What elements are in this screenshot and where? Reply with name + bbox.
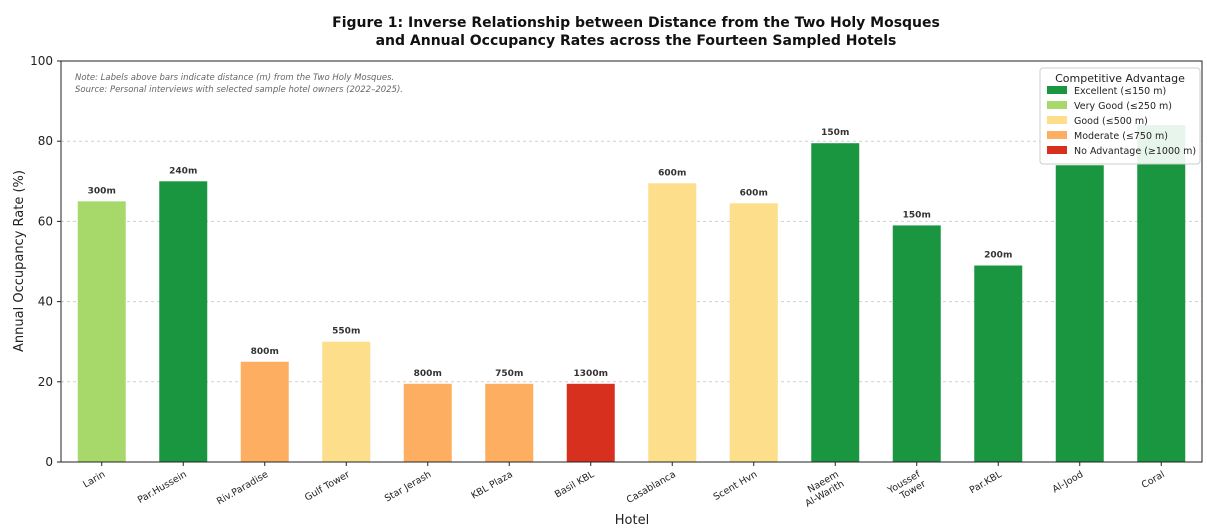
bar-data-label: 1300m [574,369,608,379]
bars [77,125,1186,463]
bar [485,383,534,462]
y-tick-label: 40 [38,295,53,309]
bar [811,143,860,462]
x-tick-label-line: Al-Jood [1051,469,1086,495]
chart-title-line-2: and Annual Occupancy Rates across the Fo… [376,33,897,49]
legend-entry-label: Excellent (≤150 m) [1074,86,1166,97]
y-tick-label: 100 [30,54,53,68]
y-axis-label: Annual Occupancy Rate (%) [12,170,27,352]
bar-data-label: 550m [332,327,360,337]
gridlines [61,140,1202,383]
bar [240,361,289,462]
x-tick-label-line: Par.Hussein [136,469,189,506]
x-tick-label: Scent Hvn [712,469,760,503]
bar [892,225,941,462]
data-labels: 300m 240m 800m 550m 800m 750m 1300m 600m 600m 150… [88,128,1013,379]
x-tick-label-line: Star Jerash [383,469,433,504]
x-tick-label: Gulf Tower [303,469,352,504]
x-tick-label: YoussefTower [885,469,928,507]
bar-data-label: 800m [251,347,279,357]
note-line-2: Source: Personal interviews with selecte… [75,85,403,95]
bar [729,203,778,463]
bar [648,183,697,462]
legend-swatch [1047,101,1067,109]
x-tick-label: Par.KBL [968,469,1005,496]
x-tick-label-line: Scent Hvn [712,469,760,503]
x-tick-label-line: Basil KBL [553,469,597,501]
x-tick-label: NaeemAl-Warith [798,469,846,510]
bar [322,341,371,462]
x-tick-label-line: Gulf Tower [303,469,352,504]
legend-entry-label: Moderate (≤750 m) [1074,131,1168,142]
x-tick-label-line: Coral [1140,469,1167,491]
bar-data-label: 800m [414,369,442,379]
y-tick-label: 20 [38,375,53,389]
bar [403,383,452,462]
bar [1137,125,1186,462]
x-axis-label: Hotel [615,513,649,528]
bar [159,181,208,463]
x-tick-label: Basil KBL [553,469,597,501]
x-tick-label: Al-Jood [1051,469,1086,495]
y-tick-label: 80 [38,134,53,148]
chart-title-line-1: Figure 1: Inverse Relationship between D… [332,15,940,31]
y-axis-ticks: 0 20 40 60 80 100 [30,54,61,469]
y-tick-label: 60 [38,214,53,228]
x-tick-label: KBL Plaza [469,469,514,502]
bar [1055,165,1104,462]
bar [974,265,1023,462]
y-tick-label: 0 [45,455,53,469]
bar-data-label: 300m [88,186,116,196]
legend-swatch [1047,146,1067,154]
legend-swatch [1047,116,1067,124]
x-tick-label-line: KBL Plaza [469,469,514,502]
legend-entry-label: Good (≤500 m) [1074,116,1148,127]
legend-box [1039,67,1201,165]
legend-swatch [1047,131,1067,139]
x-tick-label-line: Casablanca [625,469,678,506]
x-tick-label: Coral [1140,469,1167,491]
bar-data-label: 240m [169,166,197,176]
x-tick-label: Larin [81,469,107,490]
note-line-1: Note: Labels above bars indicate distanc… [75,73,394,83]
bar-data-label: 150m [903,210,931,220]
x-tick-label: Star Jerash [383,469,433,504]
x-tick-label: Par.Hussein [136,469,189,506]
legend-swatch [1047,86,1067,94]
bar-data-label: 150m [821,128,849,138]
x-tick-label-line: Riv.Paradise [215,469,270,507]
bar-data-label: 600m [740,188,768,198]
bar [566,383,615,462]
legend: Competitive Advantage Excellent (≤150 m)… [1039,67,1201,165]
x-tick-label: Casablanca [625,469,678,506]
legend-entry-label: No Advantage (≥1000 m) [1074,146,1196,157]
x-tick-label: Riv.Paradise [215,469,270,507]
bar-data-label: 600m [658,168,686,178]
bar-data-label: 750m [495,369,523,379]
bar-data-label: 200m [984,251,1012,261]
legend-entry-label: Very Good (≤250 m) [1074,101,1172,112]
legend-title: Competitive Advantage [1055,72,1185,85]
x-tick-label-line: Larin [81,469,107,490]
bar [77,201,126,462]
x-axis-ticks: Larin Par.Hussein Riv.Paradise Gulf Tower St… [81,462,1167,510]
x-tick-label-line: Par.KBL [968,469,1005,496]
plot-frame [60,60,1203,463]
